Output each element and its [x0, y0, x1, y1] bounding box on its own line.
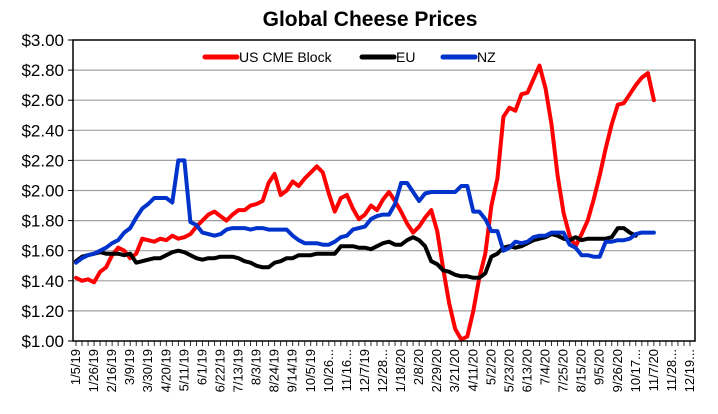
x-tick-label: 11/28...	[664, 349, 679, 391]
y-axis: $1.00 $1.20 $1.40 $1.60 $1.80 $2.00 $2.20 $2.40…	[21, 31, 73, 351]
x-tick-label: 1/5/19	[68, 349, 83, 385]
x-tick-label: 3/21/20	[447, 349, 462, 392]
x-tick-label: 10/17...	[628, 349, 643, 392]
x-tick-label: 7/25/20	[556, 349, 571, 392]
x-tick-label: 5/2/20	[483, 349, 498, 385]
y-tick-label: $3.00	[21, 31, 64, 50]
y-tick-label: $1.60	[21, 242, 64, 261]
x-tick-label: 2/16/19	[104, 349, 119, 392]
x-tick-label: 4/20/19	[158, 349, 173, 392]
legend-label: NZ	[477, 49, 496, 65]
x-tick-label: 10/5/19	[303, 349, 318, 392]
x-tick-label: 8/3/19	[249, 349, 264, 385]
x-tick-label: 7/4/20	[538, 349, 553, 385]
gridlines	[73, 69, 695, 312]
legend: US CME Block EU NZ	[202, 49, 496, 65]
chart-title: Global Cheese Prices	[263, 8, 478, 31]
series-line-us-cme-block	[74, 63, 656, 342]
legend-item-eu: EU	[359, 49, 415, 65]
x-axis: 1/5/19 1/26/19 2/16/19 3/9/19 3/30/19 4/20/19…	[68, 341, 697, 392]
x-tick-label: 12/7/19	[357, 349, 372, 392]
series-line-nz	[74, 158, 656, 265]
series-lines	[74, 63, 656, 342]
x-tick-label: 5/23/20	[501, 349, 516, 392]
x-tick-label: 1/18/20	[393, 349, 408, 392]
y-tick-label: $1.20	[21, 302, 64, 321]
x-tick-label: 9/5/20	[592, 349, 607, 385]
y-tick-label: $2.20	[21, 151, 64, 170]
y-tick-label: $1.00	[21, 332, 64, 351]
x-tick-label: 12/19...	[682, 349, 697, 392]
x-tick-label: 2/8/20	[411, 349, 426, 385]
x-tick-label: 11/16...	[339, 349, 354, 391]
legend-label: US CME Block	[239, 49, 333, 65]
x-tick-label: 9/14/19	[285, 349, 300, 392]
x-tick-label: 3/30/19	[140, 349, 155, 392]
x-tick-label: 11/7/20	[646, 349, 661, 391]
x-tick-label: 6/1/19	[194, 349, 209, 385]
y-tick-label: $2.00	[21, 182, 64, 201]
x-tick-label: 8/24/19	[267, 349, 282, 392]
y-tick-label: $2.80	[21, 61, 64, 80]
y-tick-label: $1.40	[21, 272, 64, 291]
x-tick-label: 4/11/20	[465, 349, 480, 391]
x-tick-label: 6/22/19	[212, 349, 227, 392]
x-tick-label: 5/11/19	[176, 349, 191, 391]
x-tick-label: 12/28...	[375, 349, 390, 392]
plot-frame	[72, 39, 696, 342]
x-tick-label: 2/29/20	[429, 349, 444, 392]
y-tick-label: $1.80	[21, 212, 64, 231]
x-tick-label: 7/13/19	[231, 349, 246, 392]
y-tick-label: $2.40	[21, 121, 64, 140]
x-tick-label: 1/26/19	[86, 349, 101, 392]
legend-label: EU	[396, 49, 415, 65]
x-tick-label: 3/9/19	[122, 349, 137, 385]
legend-item-nz: NZ	[440, 49, 496, 65]
y-tick-label: $2.60	[21, 91, 64, 110]
legend-item-us-cme-block: US CME Block	[202, 49, 333, 65]
x-tick-label: 10/26...	[321, 349, 336, 392]
x-tick-label: 6/13/20	[519, 349, 534, 392]
x-tick-label: 8/15/20	[574, 349, 589, 392]
series-line-eu	[74, 226, 638, 280]
x-tick-label: 9/26/20	[610, 349, 625, 392]
